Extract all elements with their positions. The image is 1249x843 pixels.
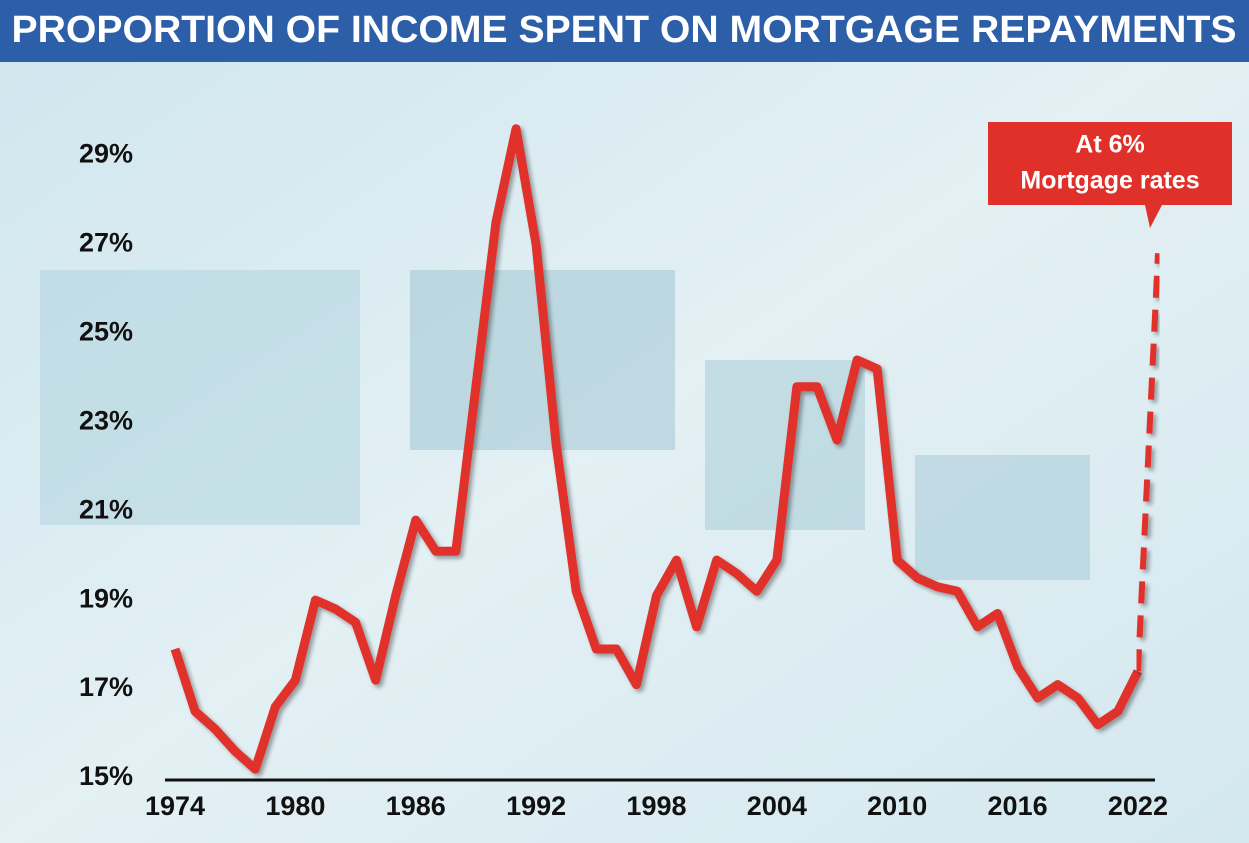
backdrop-shape: [40, 270, 360, 525]
y-tick-label: 23%: [79, 405, 133, 435]
x-tick-label: 1980: [265, 791, 325, 821]
y-tick-label: 25%: [79, 316, 133, 346]
x-tick-label: 1998: [626, 791, 686, 821]
plot: [170, 124, 1161, 774]
x-tick-label: 1974: [145, 791, 205, 821]
title-bar: [0, 0, 1249, 62]
annotation-text: Mortgage rates: [1020, 167, 1199, 195]
y-tick-label: 21%: [79, 494, 133, 524]
x-tick-label: 2004: [747, 791, 807, 821]
x-tick-label: 1992: [506, 791, 566, 821]
x-tick-label: 1986: [386, 791, 446, 821]
backdrop-shape: [915, 455, 1090, 580]
x-tick-label: 2010: [867, 791, 927, 821]
x-tick-label: 2016: [988, 791, 1048, 821]
chart-title: PROPORTION OF INCOME SPENT ON MORTGAGE R…: [12, 9, 1237, 51]
x-tick-label: 2022: [1108, 791, 1168, 821]
data-line: [170, 124, 1142, 774]
data-line: [1134, 253, 1161, 672]
y-tick-label: 19%: [79, 583, 133, 613]
y-tick-label: 29%: [79, 139, 133, 169]
y-tick-label: 27%: [79, 228, 133, 258]
y-tick-label: 17%: [79, 672, 133, 702]
y-tick-label: 15%: [79, 761, 133, 791]
annotation-box: [988, 122, 1232, 228]
annotation-text: At 6%: [1075, 131, 1144, 159]
